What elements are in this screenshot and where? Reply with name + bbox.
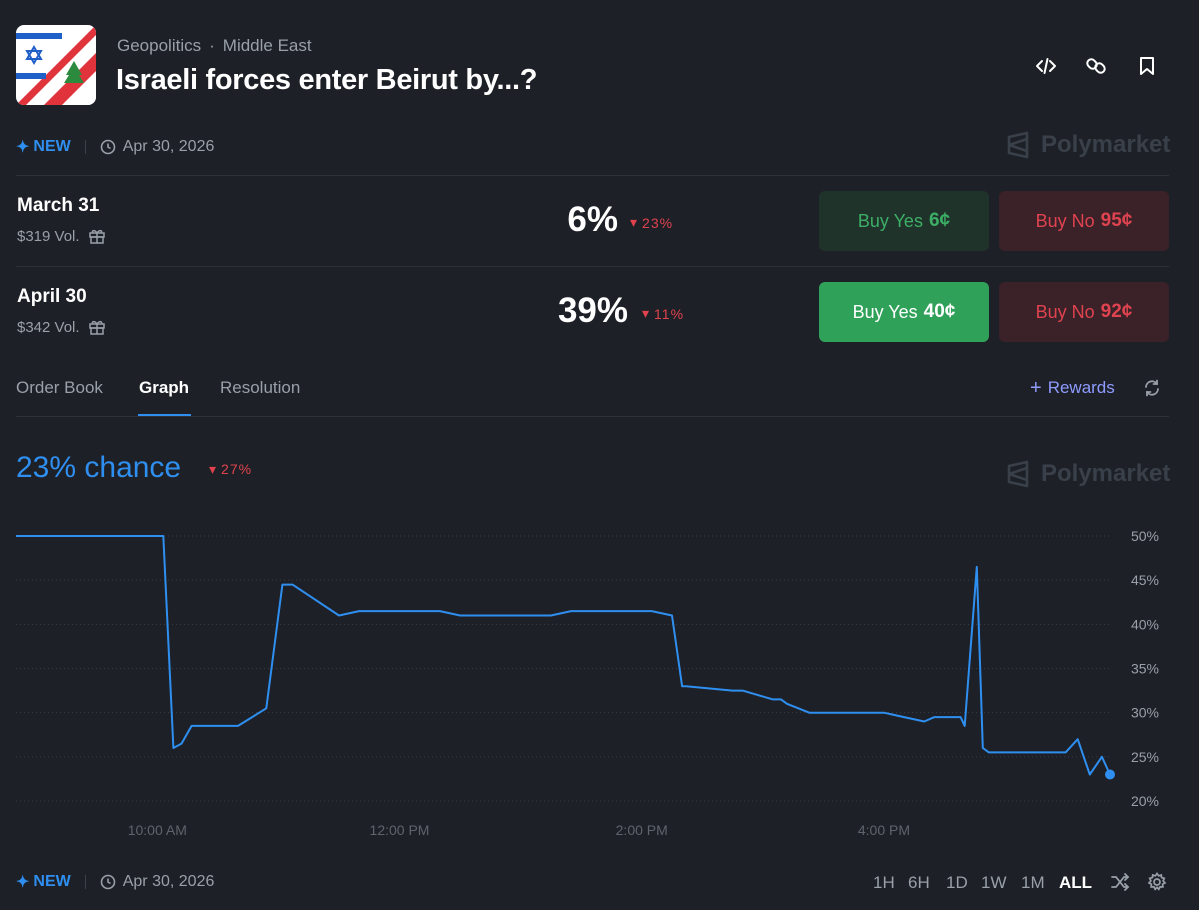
breadcrumb-subcategory[interactable]: Middle East [222,36,312,55]
copy-link-button[interactable] [1082,52,1110,80]
end-date: Apr 30, 2026 [100,138,214,156]
y-tick-label: 30% [1131,705,1159,721]
down-triangle-icon: ▾ [642,305,651,321]
outcome-volume: $319 Vol. [17,227,106,245]
outcome-label: April 30 [17,286,87,307]
gift-icon [88,320,105,335]
outcome-change: ▾ 11% [642,305,685,322]
refresh-icon [1145,379,1159,397]
market-meta: ✦ NEW Apr 30, 2026 [16,137,214,157]
buy-yes-button[interactable]: Buy Yes 40¢ [819,282,989,342]
gift-icon [88,229,105,244]
outcome-probability: 6% [567,200,618,239]
x-tick-label: 4:00 PM [858,822,910,838]
last-point-marker [1105,769,1115,780]
polymarket-logo-icon [1007,460,1029,488]
buy-yes-button[interactable]: Buy Yes 6¢ [819,191,989,251]
breadcrumb-separator: · [209,36,215,55]
market-image [16,25,96,105]
breadcrumb-category[interactable]: Geopolitics [117,36,202,55]
series-line [16,535,1111,776]
active-tab-indicator [138,414,191,416]
range-1d[interactable]: 1D [946,873,968,892]
refresh-button[interactable] [1138,374,1166,402]
clock-icon [100,874,116,890]
new-badge: ✦ NEW [16,138,71,156]
x-tick-label: 2:00 PM [616,822,668,838]
x-tick-label: 10:00 AM [128,822,187,838]
divider [16,266,1169,267]
down-triangle-icon: ▾ [209,461,218,477]
tab-order-book[interactable]: Order Book [16,378,103,397]
y-tick-label: 35% [1131,661,1159,677]
tab-resolution[interactable]: Resolution [220,378,301,397]
shuffle-icon [1111,873,1130,891]
y-tick-label: 20% [1131,793,1159,809]
divider [16,416,1169,417]
end-date: Apr 30, 2026 [100,873,214,891]
x-tick-label: 12:00 PM [370,822,430,838]
price-chart[interactable]: 50% 45% 40% 35% 30% 25% 20% 10:00 AM 12:00 PM 2:0… [0,520,1199,850]
link-icon [1086,58,1106,74]
sparkle-icon: ✦ [16,874,30,891]
breadcrumb: Geopolitics · Middle East [117,36,312,56]
chance-value: 23% chance [16,451,182,484]
y-tick-label: 50% [1131,528,1159,544]
range-all[interactable]: ALL [1059,873,1093,892]
bookmark-icon [1140,57,1154,75]
gear-icon [1147,872,1167,891]
page-title: Israeli forces enter Beirut by...? [116,64,538,96]
code-icon [1036,58,1056,74]
outcome-change: ▾ 23% [630,214,674,231]
rewards-button[interactable]: + Rewards [1030,376,1115,399]
israel-lebanon-flag-icon [16,25,96,105]
settings-button[interactable] [1143,868,1171,896]
polymarket-watermark: Polymarket [1005,131,1170,159]
y-tick-label: 45% [1131,572,1159,588]
range-1h[interactable]: 1H [873,873,895,892]
range-1m[interactable]: 1M [1021,873,1045,892]
sparkle-icon: ✦ [16,139,30,156]
bookmark-button[interactable] [1133,52,1161,80]
polymarket-watermark: Polymarket [1005,460,1170,488]
y-tick-label: 25% [1131,749,1159,765]
divider [84,140,86,154]
chance-change: ▾ 27% [209,461,253,477]
tab-graph[interactable]: Graph [139,378,190,397]
y-tick-label: 40% [1131,616,1159,632]
divider [84,875,86,889]
down-triangle-icon: ▾ [630,214,639,230]
range-6h[interactable]: 6H [908,873,930,892]
divider [16,175,1169,176]
polymarket-logo-icon [1007,131,1029,159]
buy-no-button[interactable]: Buy No 95¢ [999,191,1169,251]
outcome-volume: $342 Vol. [17,318,106,336]
outcome-probability: 39% [557,291,628,330]
embed-code-button[interactable] [1032,52,1060,80]
plus-icon: + [1030,376,1042,399]
buy-no-button[interactable]: Buy No 92¢ [999,282,1169,342]
shuffle-button[interactable] [1106,868,1134,896]
range-1w[interactable]: 1W [981,873,1007,892]
clock-icon [100,139,116,155]
new-badge: ✦ NEW [16,873,71,891]
outcome-label: March 31 [17,195,100,216]
chart-footer-meta: ✦ NEW Apr 30, 2026 [16,872,214,892]
